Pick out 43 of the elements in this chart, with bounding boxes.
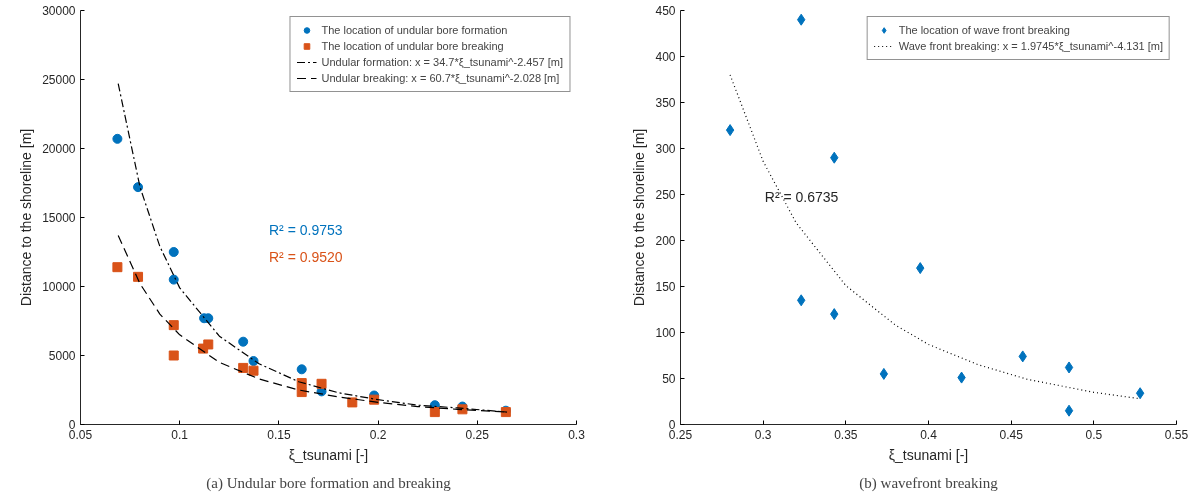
x-tick-label: 0.35	[834, 427, 858, 442]
y-tick-label: 250	[655, 188, 676, 202]
annotation: R² = 0.9753	[268, 222, 343, 239]
y-tick-label: 300	[655, 142, 676, 156]
x-tick-label: 0.5	[1085, 427, 1103, 442]
x-tick-label: 0.25	[465, 427, 490, 442]
x-tick-label: 0.4	[920, 427, 938, 442]
x-tick-label: 0.3	[754, 427, 772, 442]
y-tick-label: 0	[68, 418, 76, 432]
text: (b) wavefront breaking	[859, 474, 999, 492]
x-tick-label: 0.1	[171, 427, 189, 442]
y-tick-label: 50	[662, 372, 676, 386]
annotation: R² = 0.6735	[764, 189, 839, 206]
legend-label: Undular formation: x = 34.7*ξ_tsunami^-2.457 [m]	[321, 55, 563, 69]
legend-label: The location of wave front breaking	[898, 23, 1070, 37]
y-axis-title: Distance to the shoreline [m]	[631, 128, 648, 307]
annotation: R² = 0.9520	[268, 249, 343, 266]
y-tick-label: 450	[655, 4, 676, 18]
y-tick-label: 150	[655, 280, 676, 294]
y-tick-label: 10000	[42, 280, 76, 294]
y-tick-label: 200	[655, 234, 676, 248]
x-tick-label: 0.55	[1164, 427, 1189, 442]
x-tick-label: 0.2	[369, 427, 387, 442]
y-tick-label: 5000	[48, 349, 76, 363]
y-tick-label: 15000	[42, 211, 76, 225]
x-tick-label: 0.15	[267, 427, 291, 442]
y-tick-label: 400	[655, 50, 676, 64]
y-axis-title: Distance to the shoreline [m]	[18, 128, 35, 307]
x-axis-title: ξ_tsunami [-]	[288, 446, 369, 463]
y-tick-label: 25000	[42, 73, 76, 87]
legend-label: The location of undular bore formation	[321, 23, 508, 37]
x-tick-label: 0.45	[999, 427, 1024, 442]
x-tick-label: 0.3	[568, 427, 586, 442]
legend-label: Undular breaking: x = 60.7*ξ_tsunami^-2.028 [m]	[321, 71, 560, 85]
x-axis-title: ξ_tsunami [-]	[888, 446, 969, 463]
text: (a) Undular bore formation and breaking	[206, 474, 452, 492]
y-tick-label: 350	[655, 96, 676, 110]
y-tick-label: 30000	[42, 4, 76, 18]
y-tick-label: 0	[668, 418, 676, 432]
y-tick-label: 20000	[42, 142, 76, 156]
legend-label: Wave front breaking: x = 1.9745*ξ_tsunami^-4.131 [m]	[898, 39, 1163, 53]
y-tick-label: 100	[655, 326, 676, 340]
legend-label: The location of undular bore breaking	[321, 39, 504, 53]
